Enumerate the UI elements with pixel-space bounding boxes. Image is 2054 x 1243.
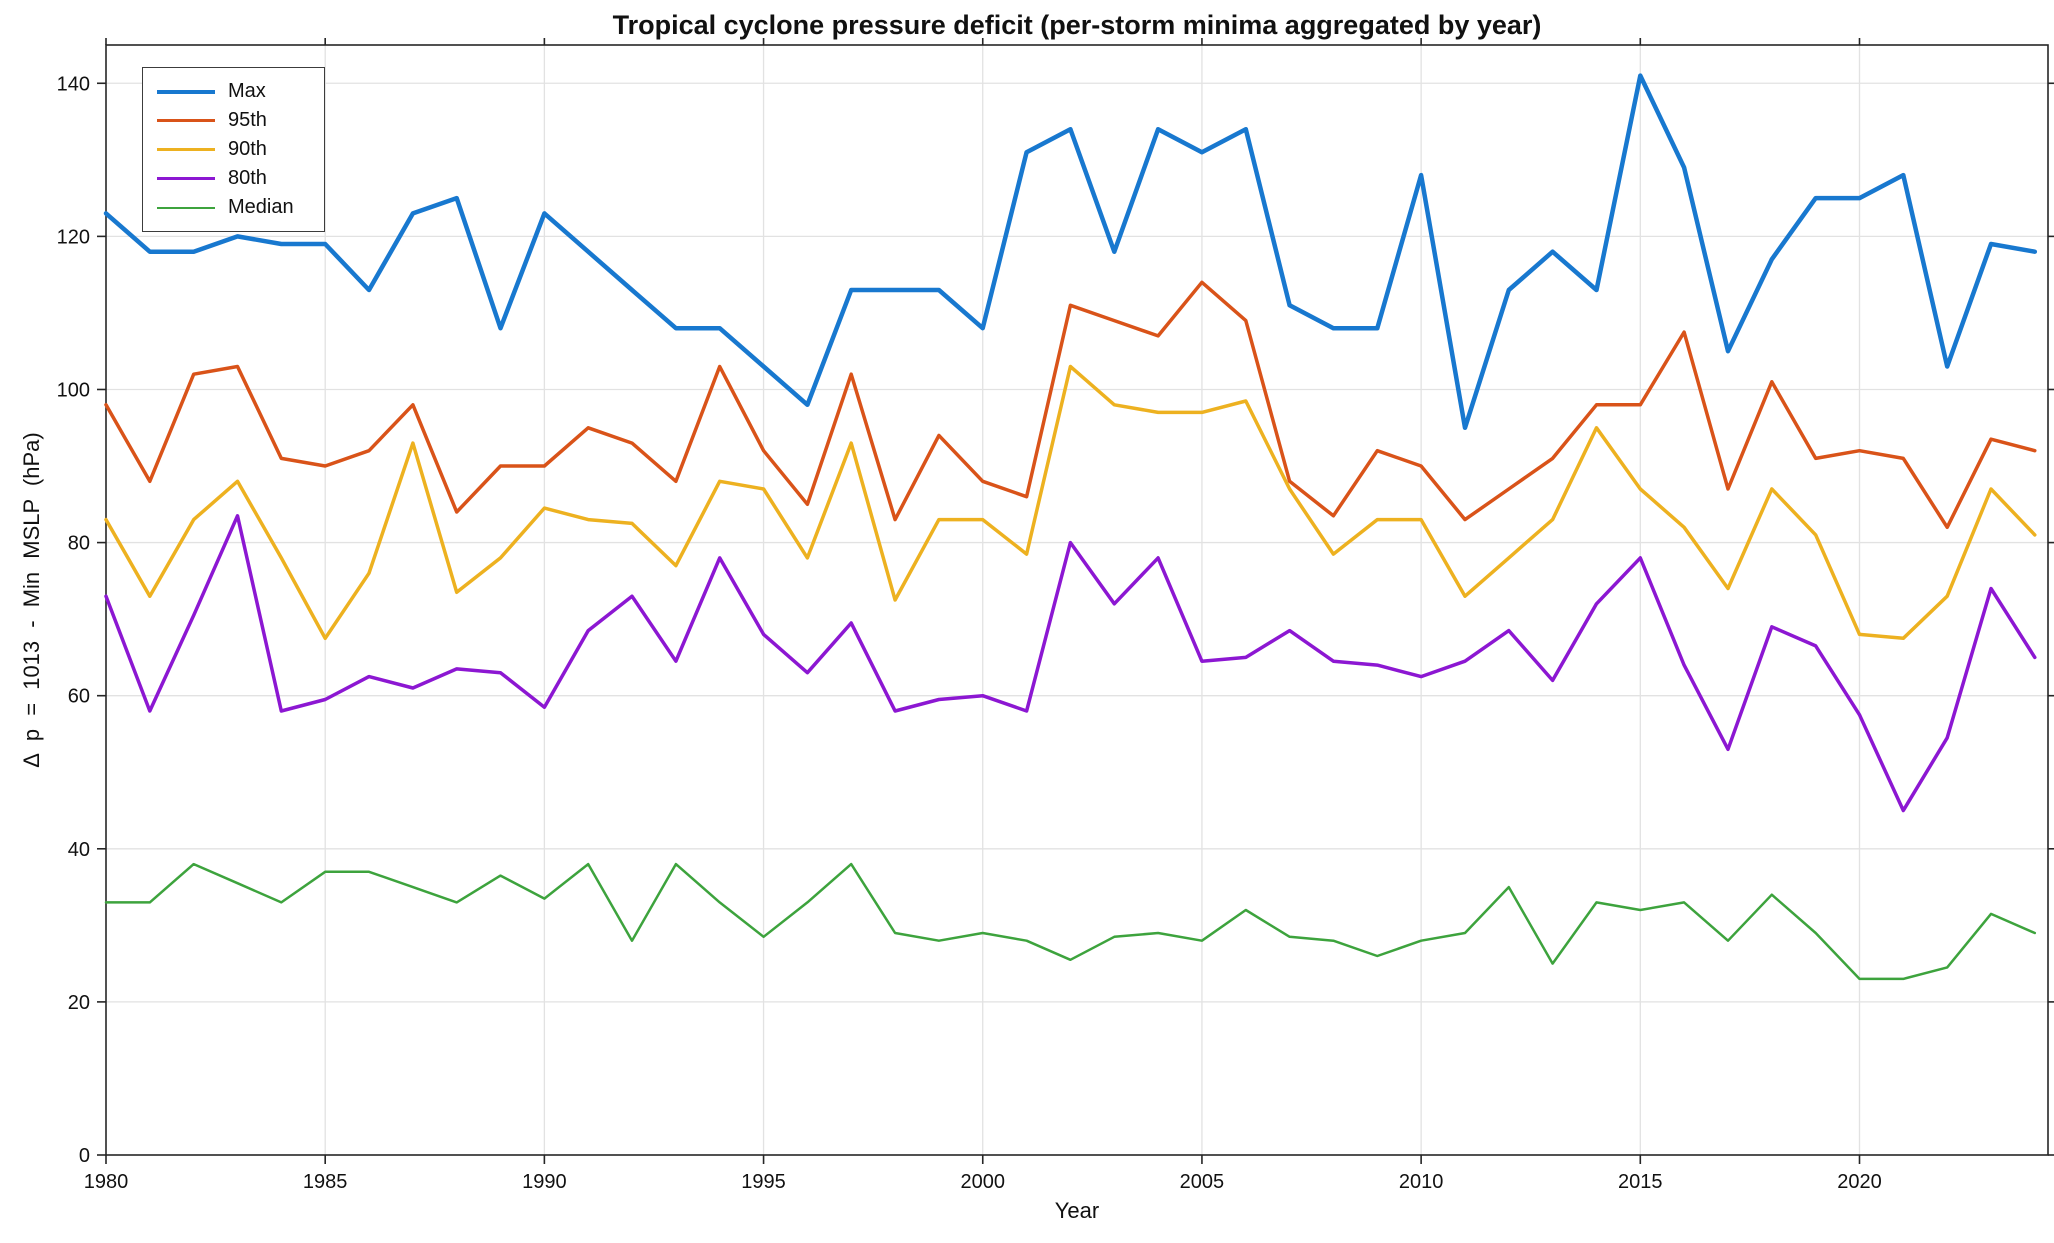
x-tick-label: 2000 [960, 1171, 1005, 1193]
x-tick-label: 1985 [303, 1171, 348, 1193]
y-tick-label: 20 [68, 992, 90, 1014]
legend-entry-label: Median [228, 196, 294, 218]
x-tick-label: 1980 [84, 1171, 129, 1193]
x-tick-label: 2020 [1837, 1171, 1882, 1193]
legend: Max 95th 90th 80th Median [142, 67, 325, 232]
series-line-90th [104, 364, 2037, 641]
legend-entry-label: 80th [228, 167, 267, 189]
x-tick-label: 1995 [741, 1171, 786, 1193]
y-tick-label: 0 [79, 1145, 90, 1167]
legend-entry: Max [157, 77, 324, 106]
series-line-Median [104, 862, 2037, 981]
x-tick-label: 2005 [1180, 1171, 1225, 1193]
x-axis-label: Year [1054, 1198, 1100, 1223]
legend-line-sample [157, 206, 215, 209]
legend-entry: Median [157, 193, 324, 222]
legend-line-sample [157, 89, 215, 94]
y-tick-label: 40 [68, 839, 90, 861]
legend-entry: 90th [157, 135, 324, 164]
x-tick-label: 2015 [1618, 1171, 1663, 1193]
legend-line-sample [157, 119, 215, 122]
y-tick-label: 100 [57, 379, 90, 401]
series-line-80th [104, 514, 2037, 813]
legend-entry-label: 90th [228, 138, 267, 160]
y-tick-label: 60 [68, 686, 90, 708]
series-line-Max [103, 73, 2038, 431]
legend-entry: 80th [157, 164, 324, 193]
y-axis-label: Δ p = 1013 - Min MSLP (hPa) [19, 432, 44, 768]
series-line-95th [104, 280, 2037, 530]
legend-entry: 95th [157, 106, 324, 135]
legend-line-sample [157, 148, 215, 151]
x-tick-label: 2010 [1399, 1171, 1444, 1193]
y-tick-label: 120 [57, 226, 90, 248]
y-tick-label: 140 [57, 73, 90, 95]
x-tick-label: 1990 [522, 1171, 567, 1193]
chart-title: Tropical cyclone pressure deficit (per-s… [612, 10, 1542, 40]
axis-box [105, 44, 2049, 1156]
legend-line-sample [157, 177, 215, 180]
legend-entry-label: Max [228, 80, 266, 102]
y-tick-label: 80 [68, 533, 90, 555]
legend-entry-label: 95th [228, 109, 267, 131]
